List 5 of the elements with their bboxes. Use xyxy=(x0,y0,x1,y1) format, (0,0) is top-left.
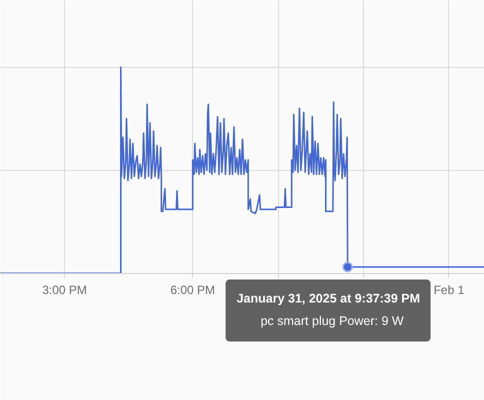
text: pc smart plug Power: 9 W xyxy=(260,314,404,328)
x-tick-label: Feb 1 xyxy=(434,283,465,298)
x-tick-label: 6:00 PM xyxy=(170,283,216,298)
x-tick-label: 3:00 PM xyxy=(42,283,87,298)
annotation: January 31, 2025 at 9:37:39 PM xyxy=(236,292,420,306)
